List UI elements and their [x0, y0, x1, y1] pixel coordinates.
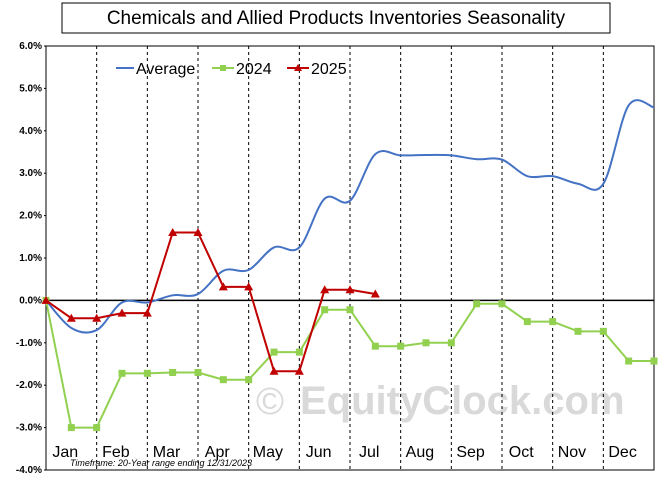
x-tick-label: Feb	[102, 444, 130, 461]
data-point-2024	[549, 318, 557, 326]
series-line-2025	[45, 231, 376, 373]
legend-label-average: Average	[136, 61, 195, 78]
x-tick-label: Oct	[509, 444, 534, 461]
data-point-2024	[371, 342, 379, 350]
legend: Average 2024 2025	[116, 61, 347, 78]
data-point-2025	[117, 308, 127, 317]
data-point-2024	[194, 368, 202, 376]
x-tick-label: Jun	[306, 444, 332, 461]
y-tick-label: 6.0%	[19, 41, 42, 52]
data-point-2024	[599, 327, 607, 335]
x-tick-label: May	[253, 444, 283, 461]
data-point-2024	[169, 368, 177, 376]
data-point-2025	[294, 366, 304, 375]
data-point-2024	[473, 300, 481, 308]
data-point-2025	[41, 295, 51, 304]
data-point-2024	[321, 306, 329, 314]
data-point-2024	[143, 369, 151, 377]
data-point-2024	[523, 318, 531, 326]
data-point-2025	[66, 313, 76, 322]
data-point-2025	[345, 285, 355, 294]
y-tick-label: 2.0%	[19, 211, 42, 222]
data-point-2025	[244, 282, 254, 291]
legend-marker-2024	[220, 65, 226, 71]
data-point-2025	[142, 308, 152, 317]
watermark-text: EquityClock.com	[300, 379, 625, 423]
data-point-2025	[370, 289, 380, 298]
data-point-2024	[245, 376, 253, 384]
watermark: © EquityClock.com	[256, 379, 625, 423]
y-tick-label: -2.0%	[16, 380, 42, 391]
data-point-2024	[447, 339, 455, 347]
data-point-2024	[295, 348, 303, 356]
series-line-average	[45, 99, 655, 334]
data-point-2024	[625, 357, 633, 365]
x-tick-label: Aug	[406, 444, 434, 461]
y-tick-label: -3.0%	[16, 423, 42, 434]
y-tick-label: 5.0%	[19, 83, 42, 94]
data-point-2024	[346, 306, 354, 314]
y-tick-label: -1.0%	[16, 338, 42, 349]
data-point-2024	[397, 342, 405, 350]
y-tick-label: 4.0%	[19, 126, 42, 137]
y-tick-label: -4.0%	[16, 465, 42, 476]
data-point-2024	[650, 357, 658, 365]
y-tick-label: 1.0%	[19, 253, 42, 264]
legend-label-2025: 2025	[311, 61, 347, 78]
data-point-2025	[320, 285, 330, 294]
legend-label-2024: 2024	[236, 61, 272, 78]
watermark-symbol: ©	[256, 381, 284, 423]
data-point-2024	[422, 339, 430, 347]
data-point-2025	[218, 282, 228, 291]
x-tick-label: Apr	[205, 444, 231, 461]
data-point-2025	[193, 228, 203, 237]
chart-title: Chemicals and Allied Products Inventorie…	[107, 8, 566, 29]
data-point-2024	[67, 424, 75, 432]
data-point-2024	[574, 327, 582, 335]
y-tick-label: 3.0%	[19, 168, 42, 179]
x-tick-label: Jul	[359, 444, 379, 461]
data-point-2024	[93, 424, 101, 432]
data-point-2024	[219, 376, 227, 384]
x-tick-label: Sep	[456, 444, 485, 461]
data-point-2025	[92, 313, 102, 322]
x-tick-label: Dec	[608, 444, 636, 461]
x-tick-label: Jan	[52, 444, 78, 461]
data-point-2025	[168, 228, 178, 237]
y-axis: 6.0% 5.0% 4.0% 3.0% 2.0% 1.0% 0.0% -1.0% -2.0% -3…	[16, 41, 46, 476]
y-tick-label: 0.0%	[19, 295, 42, 306]
x-tick-label: Nov	[558, 444, 586, 461]
data-point-2025	[269, 366, 279, 375]
x-axis: Jan Feb Mar Apr May Jun Jul Aug Sep Oct Nov Dec	[52, 444, 636, 461]
x-tick-label: Mar	[153, 444, 181, 461]
data-point-2024	[498, 300, 506, 308]
data-point-2024	[118, 369, 126, 377]
series-layer	[41, 99, 658, 432]
legend-marker-2025	[294, 64, 302, 71]
grid-layer	[46, 46, 654, 470]
data-point-2024	[270, 348, 278, 356]
title-box	[61, 2, 611, 34]
timeframe-note: Timeframe: 20-Year range ending 12/31/20…	[70, 458, 252, 468]
